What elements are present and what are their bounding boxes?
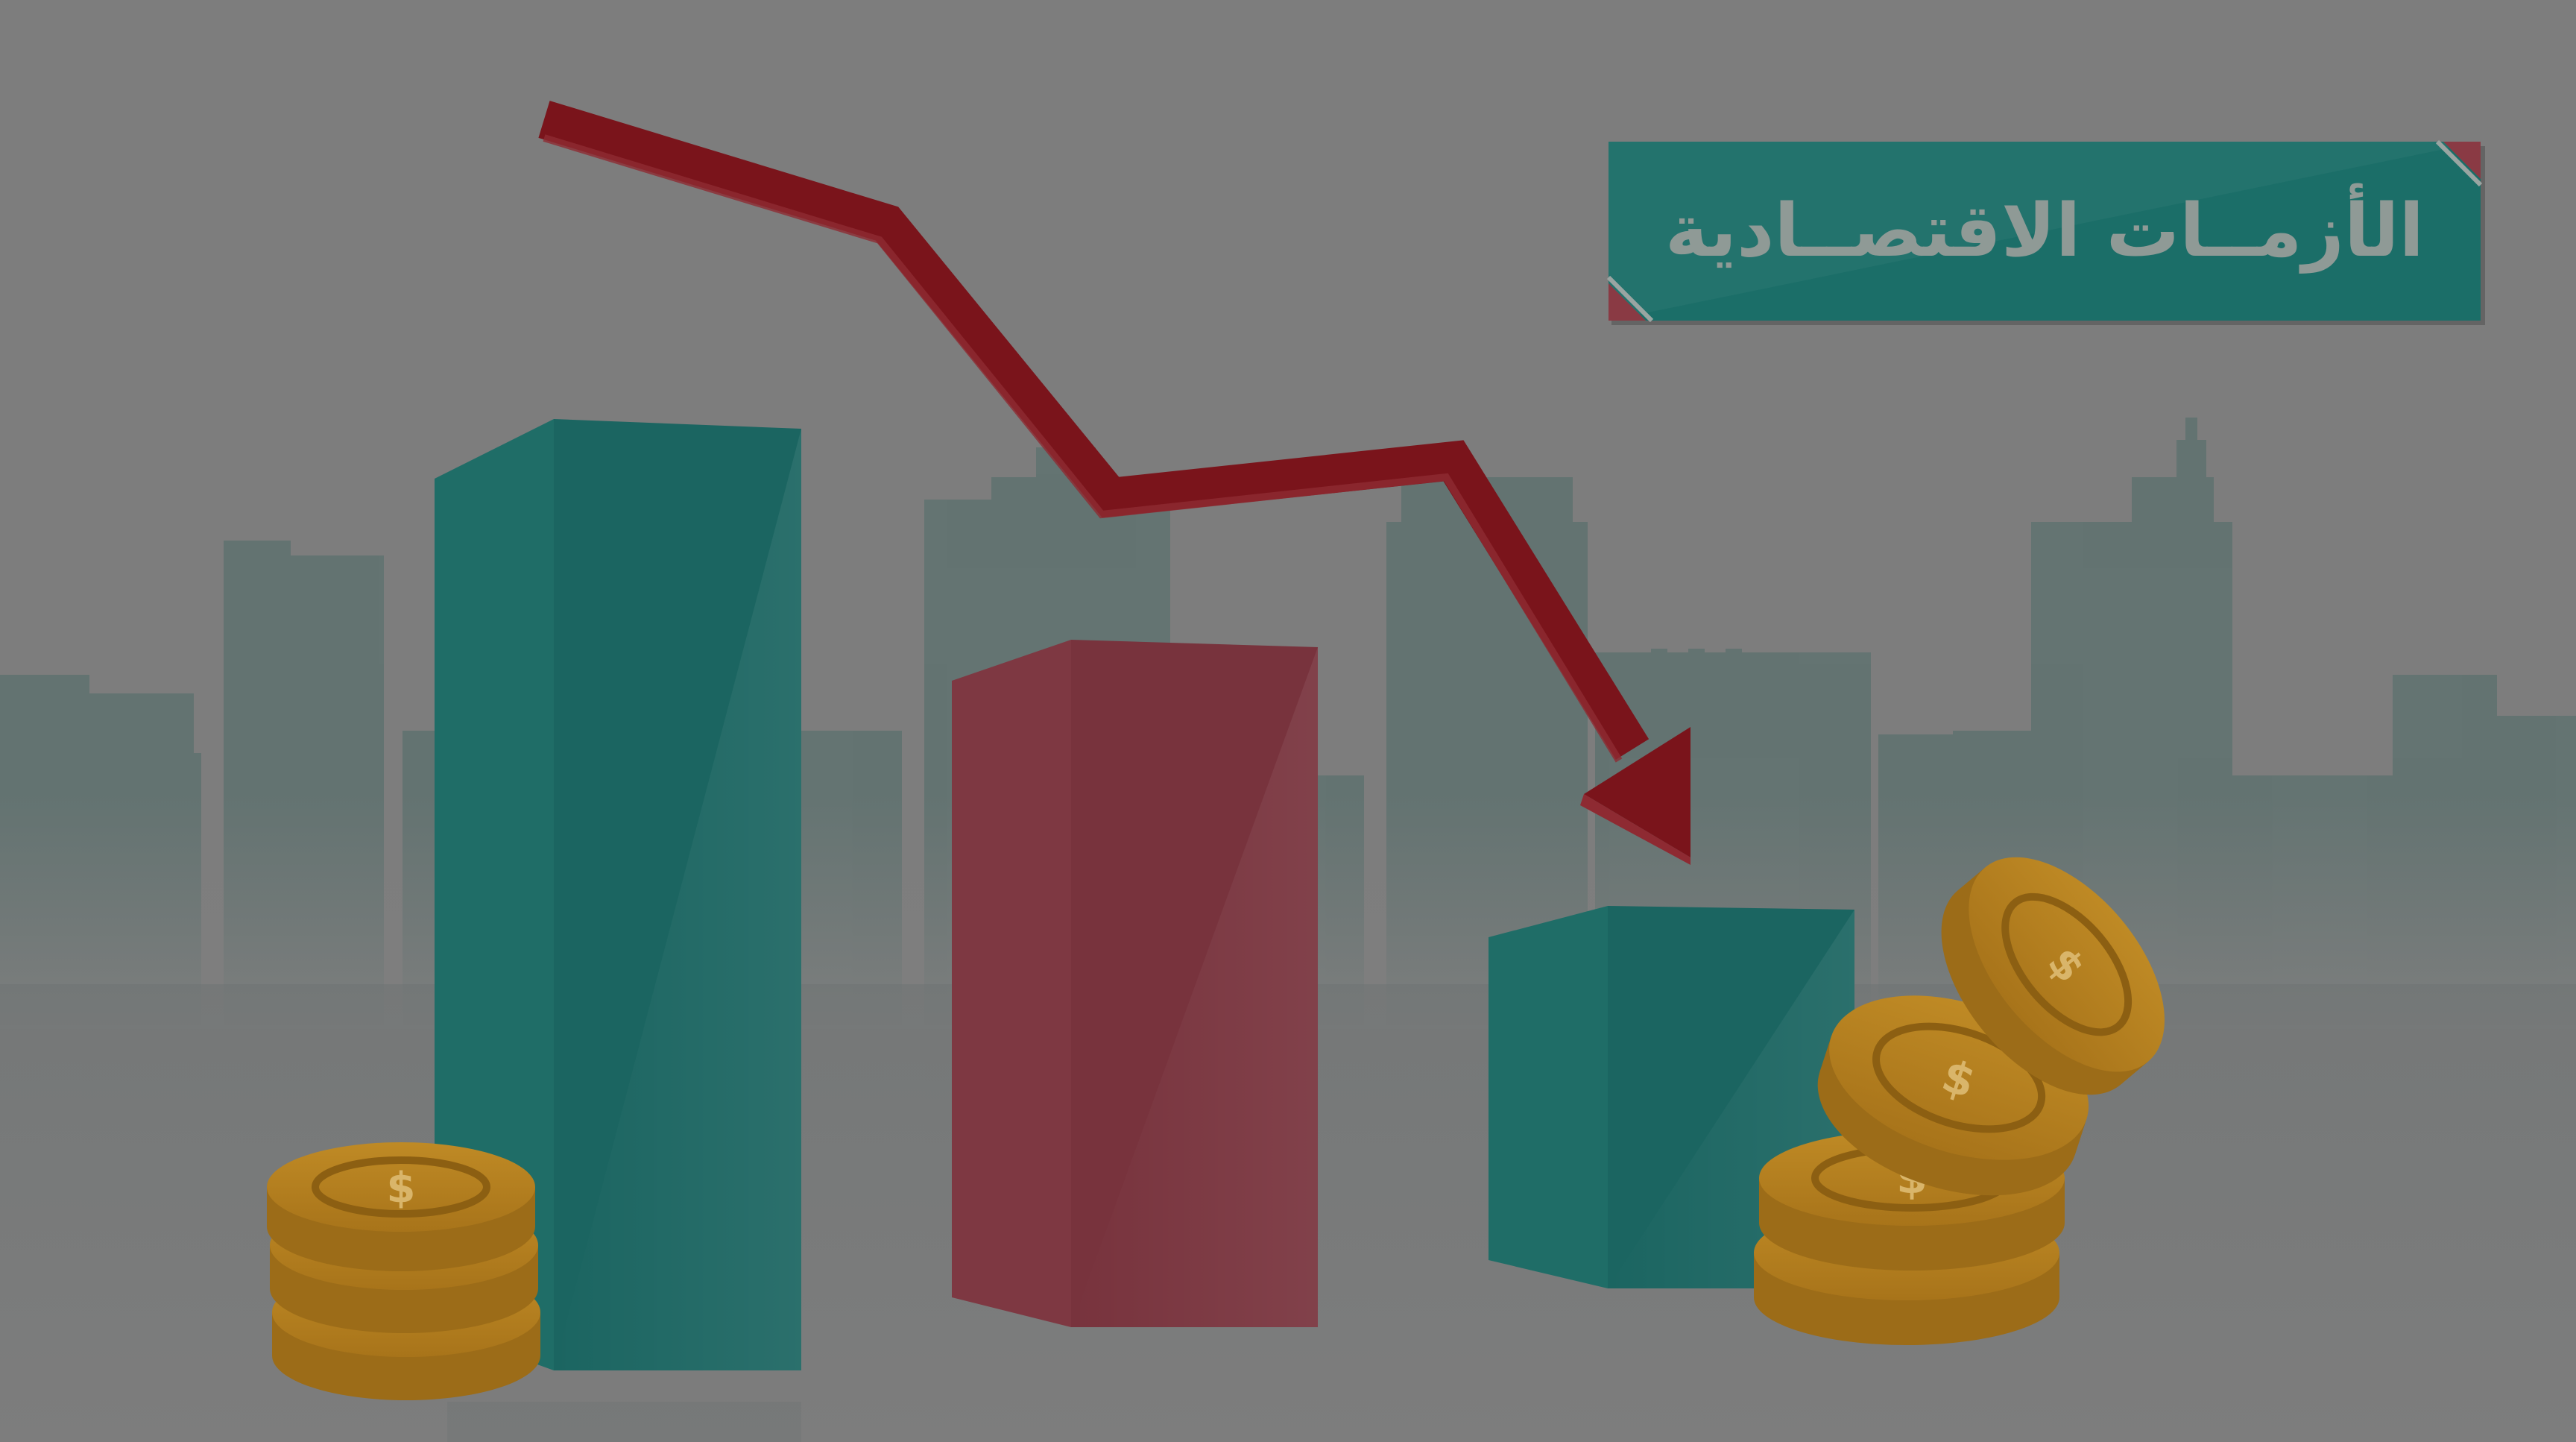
banner-corner-top-right [2443,142,2481,179]
banner-corner-bottom-left [1609,283,1646,321]
coin-tilted-2: $ [1941,857,2165,1095]
title-banner-shape [1606,139,2485,325]
dollar-icon: $ [387,1164,416,1212]
arrow-head [1584,727,1690,857]
trend-arrow [538,101,1690,865]
title-banner: الأزمــات الاقتصــادية [1609,142,2481,321]
bar-2 [952,640,1318,1327]
bar-1 [435,419,801,1442]
coin-stack-left: $ [267,1142,540,1400]
banner-title: الأزمــات الاقتصــادية [1664,189,2425,274]
